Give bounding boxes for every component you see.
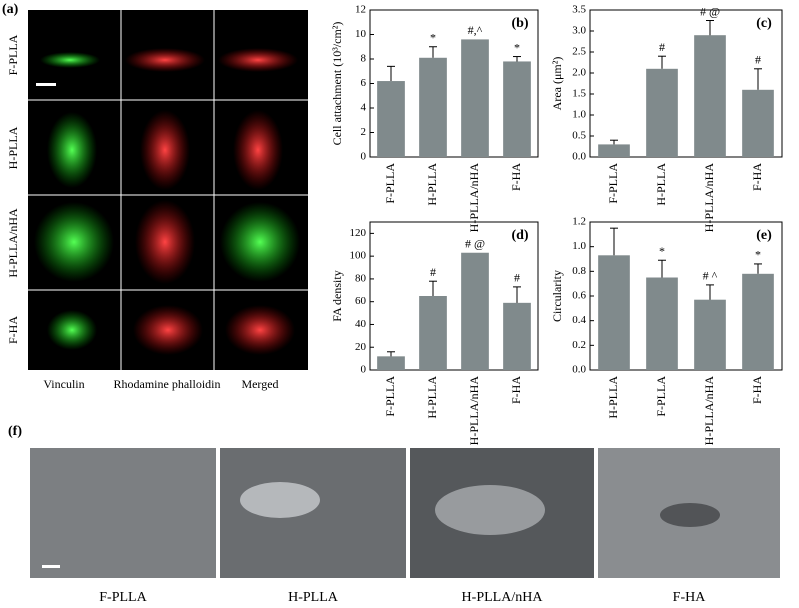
x-tick-label: H-PLLA — [425, 376, 439, 419]
y-tick-label: 0.6 — [572, 290, 586, 302]
x-tick-label: F-PLLA — [383, 163, 397, 204]
bar — [598, 255, 630, 370]
x-tick-label: H-PLLA — [606, 376, 620, 419]
row-label: F-PLLA — [6, 34, 20, 75]
y-tick-label: 10 — [355, 28, 367, 40]
y-tick-label: 20 — [355, 341, 367, 353]
y-tick-label: 0.4 — [572, 314, 586, 326]
caption: H-PLLA/nHA — [462, 590, 544, 605]
bar — [461, 39, 489, 157]
sem-images — [30, 448, 780, 578]
annotation: # — [659, 40, 665, 54]
y-tick-label: 2 — [361, 126, 367, 138]
y-tick-label: 1.0 — [572, 109, 586, 121]
bar — [646, 68, 678, 157]
y-tick-label: 1.5 — [572, 88, 586, 100]
bar — [742, 273, 774, 370]
annotation: * — [514, 40, 520, 54]
bar — [742, 89, 774, 157]
x-tick-label: F-HA — [750, 163, 764, 191]
y-tick-label: 0.0 — [572, 364, 586, 376]
plot-frame — [369, 221, 539, 371]
annotation: # — [514, 271, 520, 285]
bar — [598, 144, 630, 157]
bar — [419, 296, 447, 370]
y-tick-label: 0 — [361, 151, 367, 163]
y-tick-label: 100 — [350, 250, 367, 262]
plot-frame — [589, 9, 783, 158]
x-tick-label: H-PLLA — [654, 163, 668, 206]
y-tick-label: 2.0 — [572, 67, 586, 79]
panel-label: (a) — [2, 2, 19, 17]
bar — [461, 252, 489, 370]
bar — [503, 61, 531, 158]
caption: F-HA — [673, 590, 707, 605]
x-tick-label: F-PLLA — [383, 376, 397, 417]
x-tick-label: H-PLLA/nHA — [702, 376, 716, 446]
x-tick-label: H-PLLA/nHA — [702, 163, 716, 233]
y-axis-label: Area (μm²) — [550, 57, 564, 111]
y-tick-label: 0.8 — [572, 265, 586, 277]
y-tick-label: 6 — [361, 77, 367, 89]
y-tick-label: 80 — [355, 272, 367, 284]
bar — [646, 277, 678, 370]
y-tick-label: 1.0 — [572, 240, 586, 252]
y-axis-label: Cell attachment (10³/cm²) — [330, 22, 344, 146]
y-tick-label: 0.5 — [572, 130, 586, 142]
y-tick-label: 4 — [361, 102, 367, 114]
panel-label: (e) — [756, 228, 772, 243]
bar — [694, 35, 726, 158]
y-tick-label: 2.5 — [572, 46, 586, 58]
annotation: * — [755, 248, 761, 262]
x-tick-label: H-PLLA/nHA — [467, 376, 481, 446]
x-tick-label: F-HA — [750, 376, 764, 404]
caption: F-PLLA — [99, 590, 147, 605]
panel-label: (c) — [756, 16, 772, 31]
row-label: F-HA — [6, 316, 20, 344]
annotation: # — [430, 265, 436, 279]
panel-label: (b) — [511, 16, 528, 31]
row-label: H-PLLA/nHA — [6, 208, 20, 278]
bar — [377, 81, 405, 157]
y-axis-label: FA density — [330, 270, 344, 321]
annotation: # ^ — [703, 269, 718, 283]
annotation: #,^ — [468, 23, 483, 37]
y-tick-label: 40 — [355, 318, 367, 330]
x-tick-label: H-PLLA — [425, 163, 439, 206]
bar — [503, 302, 531, 370]
panel-label: (d) — [511, 228, 528, 243]
y-tick-label: 60 — [355, 295, 367, 307]
column-label: Rhodamine phalloidin — [114, 377, 221, 391]
y-tick-label: 8 — [361, 53, 367, 65]
x-tick-label: F-PLLA — [654, 376, 668, 417]
x-tick-label: F-HA — [509, 376, 523, 404]
column-label: Merged — [241, 377, 278, 391]
y-tick-label: 3.5 — [572, 4, 586, 16]
x-tick-label: F-HA — [509, 163, 523, 191]
y-tick-label: 0 — [361, 364, 367, 376]
y-tick-label: 0.0 — [572, 151, 586, 163]
y-tick-label: 1.2 — [572, 216, 586, 228]
bar — [377, 356, 405, 370]
x-tick-label: F-PLLA — [606, 163, 620, 204]
annotation: # — [755, 53, 761, 67]
y-tick-label: 120 — [350, 227, 367, 239]
caption: H-PLLA — [288, 590, 339, 605]
bar — [419, 57, 447, 157]
annotation: # @ — [465, 236, 485, 250]
column-label: Vinculin — [43, 377, 84, 391]
y-tick-label: 12 — [355, 4, 366, 16]
bar — [694, 299, 726, 370]
annotation: * — [659, 244, 665, 258]
y-tick-label: 3.0 — [572, 25, 586, 37]
annotation: # @ — [700, 4, 720, 18]
panel-label: (f) — [8, 424, 22, 439]
annotation: * — [430, 31, 436, 45]
x-tick-label: H-PLLA/nHA — [467, 163, 481, 233]
y-tick-label: 0.2 — [572, 339, 586, 351]
micrograph-grid — [28, 10, 308, 370]
row-label: H-PLLA — [6, 126, 20, 169]
y-axis-label: Circularity — [550, 270, 564, 322]
